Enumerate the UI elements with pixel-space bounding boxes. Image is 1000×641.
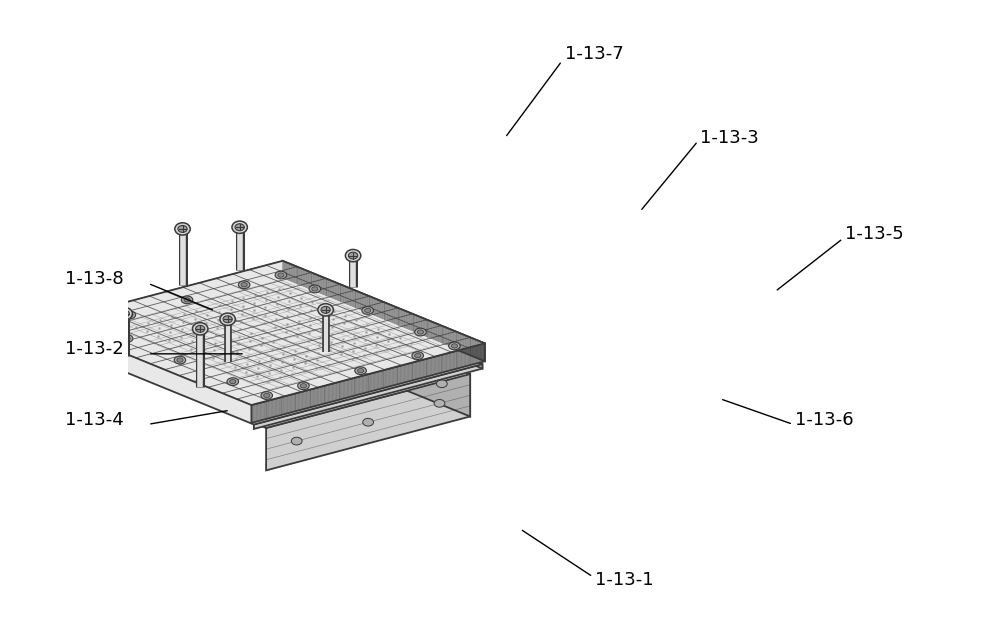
Ellipse shape xyxy=(127,313,133,317)
Polygon shape xyxy=(49,261,485,405)
Ellipse shape xyxy=(355,367,366,374)
Ellipse shape xyxy=(318,304,333,316)
Ellipse shape xyxy=(415,328,426,336)
Ellipse shape xyxy=(120,310,129,317)
Ellipse shape xyxy=(365,308,371,313)
Ellipse shape xyxy=(117,308,132,320)
Text: 1-13-8: 1-13-8 xyxy=(65,270,124,288)
Ellipse shape xyxy=(309,285,321,293)
Ellipse shape xyxy=(241,283,247,287)
Text: 1-13-2: 1-13-2 xyxy=(65,340,124,358)
Ellipse shape xyxy=(124,311,136,319)
Ellipse shape xyxy=(449,342,460,350)
Polygon shape xyxy=(251,344,485,423)
Ellipse shape xyxy=(238,281,250,288)
Polygon shape xyxy=(282,297,470,417)
Text: 1-13-7: 1-13-7 xyxy=(565,46,624,63)
Ellipse shape xyxy=(363,419,374,426)
Ellipse shape xyxy=(121,335,133,342)
Ellipse shape xyxy=(220,313,235,326)
Ellipse shape xyxy=(417,330,424,334)
Ellipse shape xyxy=(235,224,244,231)
Text: 1-13-6: 1-13-6 xyxy=(795,411,854,429)
Ellipse shape xyxy=(181,296,193,304)
Text: 1-13-4: 1-13-4 xyxy=(65,411,124,429)
Ellipse shape xyxy=(451,344,458,348)
Ellipse shape xyxy=(298,382,309,390)
Polygon shape xyxy=(283,261,485,362)
Ellipse shape xyxy=(348,252,358,259)
Ellipse shape xyxy=(357,369,364,373)
Ellipse shape xyxy=(87,320,99,328)
Ellipse shape xyxy=(261,392,272,399)
Ellipse shape xyxy=(192,322,208,335)
Ellipse shape xyxy=(321,306,330,313)
Ellipse shape xyxy=(174,356,186,364)
Ellipse shape xyxy=(103,231,119,243)
Ellipse shape xyxy=(175,223,190,235)
Ellipse shape xyxy=(223,316,232,322)
Ellipse shape xyxy=(345,249,361,262)
Text: 1-13-3: 1-13-3 xyxy=(700,129,759,147)
Ellipse shape xyxy=(278,273,284,277)
Ellipse shape xyxy=(436,380,447,388)
Ellipse shape xyxy=(275,271,287,279)
Ellipse shape xyxy=(196,326,205,332)
Ellipse shape xyxy=(312,287,318,291)
Ellipse shape xyxy=(177,358,183,362)
Ellipse shape xyxy=(300,384,307,388)
Text: 1-13-5: 1-13-5 xyxy=(845,225,904,243)
Polygon shape xyxy=(77,297,470,428)
Ellipse shape xyxy=(362,306,373,314)
Ellipse shape xyxy=(227,378,239,385)
Ellipse shape xyxy=(106,233,116,240)
Polygon shape xyxy=(266,374,470,470)
Ellipse shape xyxy=(264,394,270,397)
Ellipse shape xyxy=(184,297,190,302)
Polygon shape xyxy=(254,364,482,429)
Ellipse shape xyxy=(304,326,315,334)
Ellipse shape xyxy=(232,221,247,233)
Ellipse shape xyxy=(291,437,302,445)
Ellipse shape xyxy=(412,352,423,360)
Ellipse shape xyxy=(178,226,187,233)
Polygon shape xyxy=(282,283,482,369)
Ellipse shape xyxy=(230,379,236,384)
Ellipse shape xyxy=(434,399,445,407)
Ellipse shape xyxy=(124,337,130,340)
Polygon shape xyxy=(54,283,482,424)
Ellipse shape xyxy=(90,322,96,327)
Text: 1-13-1: 1-13-1 xyxy=(595,571,654,589)
Ellipse shape xyxy=(415,353,421,358)
